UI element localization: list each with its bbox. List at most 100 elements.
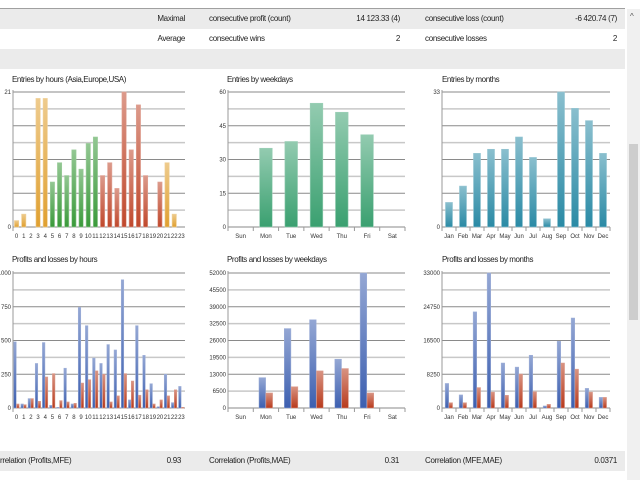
- x-tick-label: Jan: [444, 234, 454, 240]
- stat-name: consecutive profit (count): [209, 14, 291, 23]
- x-tick-label: 19: [149, 234, 156, 240]
- x-tick-label: May: [499, 234, 510, 240]
- x-tick-label: Mar: [472, 415, 482, 421]
- stats-row-average: Average consecutive wins 2 consecutive l…: [0, 29, 625, 49]
- bar-losses-4: [45, 376, 49, 409]
- x-tick-label: May: [499, 415, 510, 421]
- bar-losses-7: [66, 401, 70, 409]
- bar-Fri: [360, 134, 374, 228]
- x-tick-label: 10: [85, 234, 92, 240]
- y-tick-label: 24750: [423, 305, 440, 311]
- x-tick-label: 11: [92, 415, 99, 421]
- bar-9: [78, 168, 84, 228]
- bar-11: [92, 136, 98, 228]
- bar-1: [21, 213, 27, 228]
- bar-6: [57, 162, 63, 228]
- x-tick-label: 14: [114, 234, 121, 240]
- x-tick-label: 13: [106, 234, 113, 240]
- bar-profits-8: [70, 403, 74, 409]
- bar-losses-Tue: [290, 386, 299, 409]
- x-tick-label: 20: [157, 234, 164, 240]
- x-tick-label: 21: [164, 415, 171, 421]
- x-tick-label: 5: [51, 415, 55, 421]
- x-tick-label: Feb: [458, 415, 469, 421]
- bar-losses-9: [80, 382, 84, 409]
- stat-value: 2: [612, 34, 617, 43]
- x-tick-label: Dec: [598, 234, 609, 240]
- bar-14: [114, 188, 120, 228]
- bar-profits-14: [113, 349, 117, 409]
- bar-4: [42, 98, 48, 228]
- x-tick-label: 2: [29, 415, 33, 421]
- bar-May: [501, 148, 509, 228]
- x-tick-label: 9: [79, 415, 83, 421]
- bar-Nov: [585, 120, 593, 228]
- bar-Feb: [459, 185, 467, 228]
- stat-name: consecutive wins: [209, 34, 265, 43]
- bar-Dec: [599, 153, 607, 228]
- x-tick-label: 11: [92, 234, 99, 240]
- bar-22: [171, 213, 177, 228]
- bar-Jan: [445, 202, 453, 228]
- chart-title: Entries by weekdays: [227, 75, 293, 84]
- bar-8: [71, 149, 77, 228]
- chart-svg: 0 33 Jan Feb Mar Apr May Jun Jul Aug Sep Oct Nov Dec: [433, 90, 611, 240]
- x-tick-label: 23: [178, 234, 185, 240]
- bar-Aug: [543, 218, 551, 228]
- y-tick-label: 13000: [209, 372, 226, 378]
- bar-losses-Jan: [448, 402, 453, 409]
- vertical-scrollbar[interactable]: ^: [627, 9, 640, 480]
- stat-value: 0.0371: [594, 456, 617, 465]
- bar-losses-Thu: [341, 368, 349, 409]
- bar-losses-3: [37, 401, 41, 409]
- bar-20: [157, 181, 163, 228]
- bar-18: [143, 175, 149, 228]
- bar-profits-Thu: [334, 358, 342, 409]
- stat-name: consecutive loss (count): [425, 14, 504, 23]
- bar-profits-2: [27, 398, 31, 409]
- x-tick-label: Aug: [542, 234, 553, 240]
- x-tick-label: Mar: [472, 234, 482, 240]
- x-tick-label: 22: [171, 415, 178, 421]
- x-tick-label: Sun: [235, 234, 246, 240]
- x-tick-label: Tue: [286, 415, 297, 421]
- scrollbar-thumb[interactable]: [629, 144, 638, 320]
- x-tick-label: 4: [44, 415, 48, 421]
- bar-profits-6: [56, 407, 60, 409]
- x-tick-label: Sat: [388, 234, 397, 240]
- bar-losses-Oct: [574, 368, 579, 409]
- x-tick-label: 6: [58, 415, 62, 421]
- bar-profits-Jan: [444, 383, 449, 409]
- bar-profits-1: [20, 403, 24, 409]
- x-tick-label: Sat: [388, 415, 397, 421]
- x-tick-label: 6: [58, 234, 62, 240]
- chart-entries-by-weekdays: Entries by weekdays 0 15 30 45 60 Sun Mon Tue We…: [215, 70, 415, 245]
- bar-Mon: [259, 147, 273, 228]
- scroll-up-arrow-icon[interactable]: ^: [630, 12, 634, 21]
- chart-svg: 0 6500 13000 19500 26000 32500 39000 45500 52000…: [209, 271, 406, 421]
- chart-title: Profits and losses by weekdays: [227, 255, 327, 264]
- x-tick-label: 14: [114, 415, 121, 421]
- bar-losses-Dec: [602, 397, 607, 409]
- bar-0: [14, 220, 20, 228]
- bar-losses-6: [59, 400, 63, 409]
- bar-profits-15: [120, 279, 125, 409]
- y-tick-label: 26000: [209, 339, 226, 345]
- x-tick-label: Aug: [542, 415, 553, 421]
- y-tick-label: 0: [8, 406, 12, 412]
- y-tick-label: 8250: [427, 372, 441, 378]
- x-tick-label: 1: [22, 234, 26, 240]
- bar-Tue: [284, 141, 298, 228]
- x-tick-label: 17: [135, 234, 142, 240]
- x-tick-label: 8: [72, 415, 76, 421]
- x-tick-label: 9: [79, 234, 83, 240]
- chart-svg: 0 15 30 45 60 Sun Mon Tue Wed Thu Fri Sat: [219, 90, 406, 240]
- bar-losses-12: [102, 374, 106, 409]
- bar-losses-Aug: [546, 404, 551, 409]
- x-tick-label: 21: [164, 234, 171, 240]
- bar-losses-18: [145, 389, 149, 409]
- top-divider: [0, 0, 625, 9]
- y-tick-label: 33: [433, 90, 440, 96]
- bar-losses-19: [152, 403, 156, 409]
- bar-profits-Jun: [514, 366, 519, 409]
